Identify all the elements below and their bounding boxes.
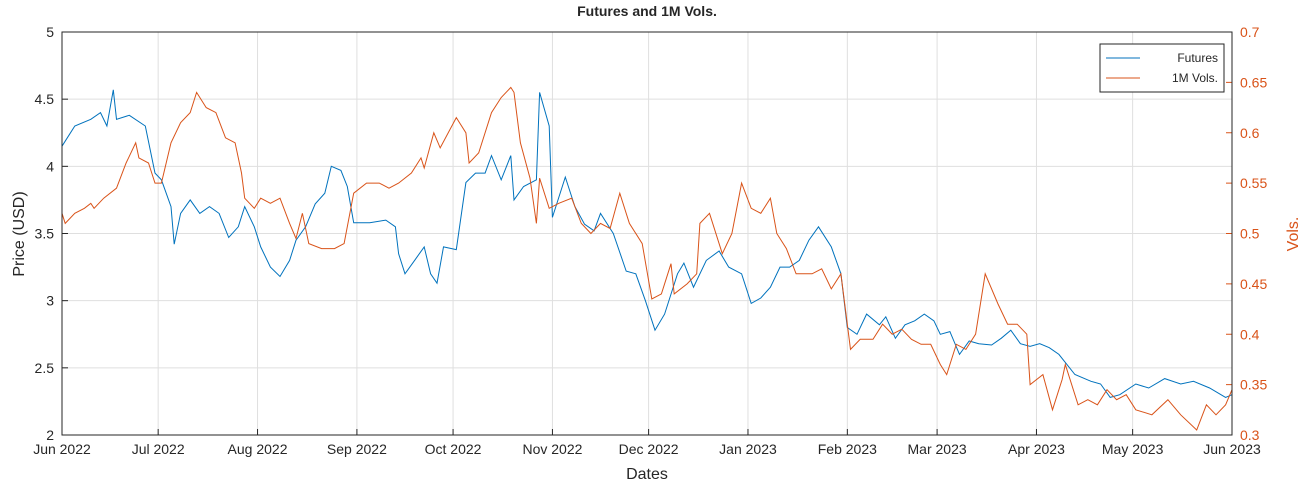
x-tick-label: May 2023 (1102, 441, 1164, 457)
legend-box (1099, 43, 1225, 93)
y2-tick-label: 0.6 (1240, 125, 1260, 141)
y-tick-label: 2 (46, 427, 54, 443)
y2-tick-label: 0.35 (1240, 377, 1267, 393)
x-tick-label: Jun 2022 (33, 441, 91, 457)
y-tick-label: 3.5 (35, 226, 55, 242)
y-tick-label: 2.5 (35, 360, 55, 376)
legend-label: 1M Vols. (1172, 71, 1218, 85)
y-tick-label: 4.5 (35, 91, 55, 107)
plot-frame (61, 31, 1233, 436)
y-tick-label: 3 (46, 293, 54, 309)
y-tick-label: 5 (46, 24, 54, 40)
chart-title: Futures and 1M Vols. (577, 3, 717, 19)
x-tick-label: Apr 2023 (1008, 441, 1065, 457)
y2-tick-label: 0.5 (1240, 226, 1260, 242)
y2-axis-label: Vols. (1285, 217, 1302, 252)
x-tick-label: Nov 2022 (522, 441, 582, 457)
y-tick-label: 4 (46, 158, 54, 174)
y2-tick-label: 0.45 (1240, 276, 1267, 292)
legend-label: Futures (1177, 51, 1218, 65)
y-axis-label: Price (USD) (11, 191, 28, 276)
x-tick-label: Oct 2022 (425, 441, 482, 457)
y2-tick-label: 0.55 (1240, 175, 1267, 191)
x-tick-label: Aug 2022 (228, 441, 288, 457)
x-tick-label: Jun 2023 (1203, 441, 1261, 457)
x-tick-label: Feb 2023 (818, 441, 877, 457)
x-tick-label: Sep 2022 (327, 441, 387, 457)
x-tick-label: Jan 2023 (719, 441, 777, 457)
series-line (61, 86, 1233, 431)
x-tick-label: Dec 2022 (619, 441, 679, 457)
x-axis-label: Dates (626, 466, 668, 483)
x-tick-label: Mar 2023 (908, 441, 967, 457)
x-tick-label: Jul 2022 (132, 441, 185, 457)
y2-tick-label: 0.65 (1240, 74, 1267, 90)
y2-tick-label: 0.4 (1240, 326, 1260, 342)
y2-tick-label: 0.3 (1240, 427, 1260, 443)
y2-tick-label: 0.7 (1240, 24, 1260, 40)
